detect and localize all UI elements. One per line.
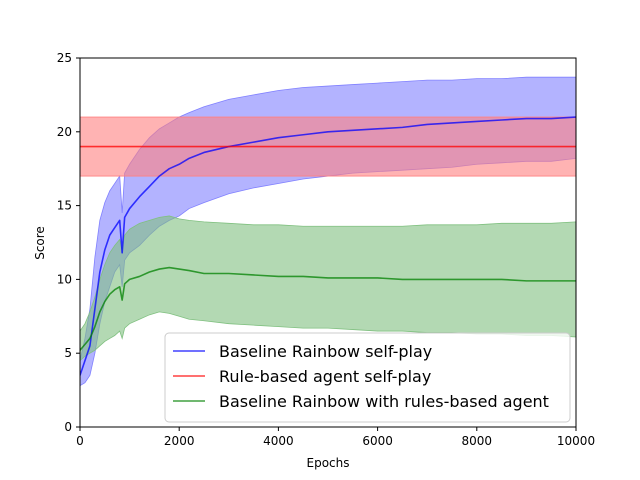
band-series-2	[80, 215, 576, 362]
legend: Baseline Rainbow self-play Rule-based age…	[164, 332, 571, 423]
x-tick-label-1: 2000	[164, 434, 195, 448]
line-series-2	[80, 266, 576, 351]
y-axis-label: Score	[33, 226, 47, 260]
y-tick-label-3: 15	[57, 199, 72, 213]
y-tick-label-4: 20	[57, 125, 72, 139]
x-tick-label-0: 0	[76, 434, 84, 448]
legend-label-0: Baseline Rainbow self-play	[219, 342, 432, 361]
plot-area	[80, 76, 576, 387]
legend-label-2: Baseline Rainbow with rules-based agent	[219, 392, 549, 411]
legend-box	[164, 332, 571, 423]
x-axis-label: Epochs	[307, 456, 350, 470]
x-tick-label-5: 10000	[557, 434, 595, 448]
axes-frame	[79, 57, 577, 428]
y-tick-label-2: 10	[57, 272, 72, 286]
x-tick-label-3: 6000	[362, 434, 393, 448]
legend-label-1: Rule-based agent self-play	[219, 367, 431, 386]
axes: 0 2000 4000 6000 8000 10000 0 5 10 15 20 25	[57, 51, 595, 448]
line-series-0	[80, 116, 576, 376]
y-tick-label-1: 5	[64, 346, 72, 360]
x-tick-label-2: 4000	[263, 434, 294, 448]
x-tick-label-4: 8000	[462, 434, 493, 448]
y-tick-label-0: 0	[64, 420, 72, 434]
y-tick-label-5: 25	[57, 51, 72, 65]
